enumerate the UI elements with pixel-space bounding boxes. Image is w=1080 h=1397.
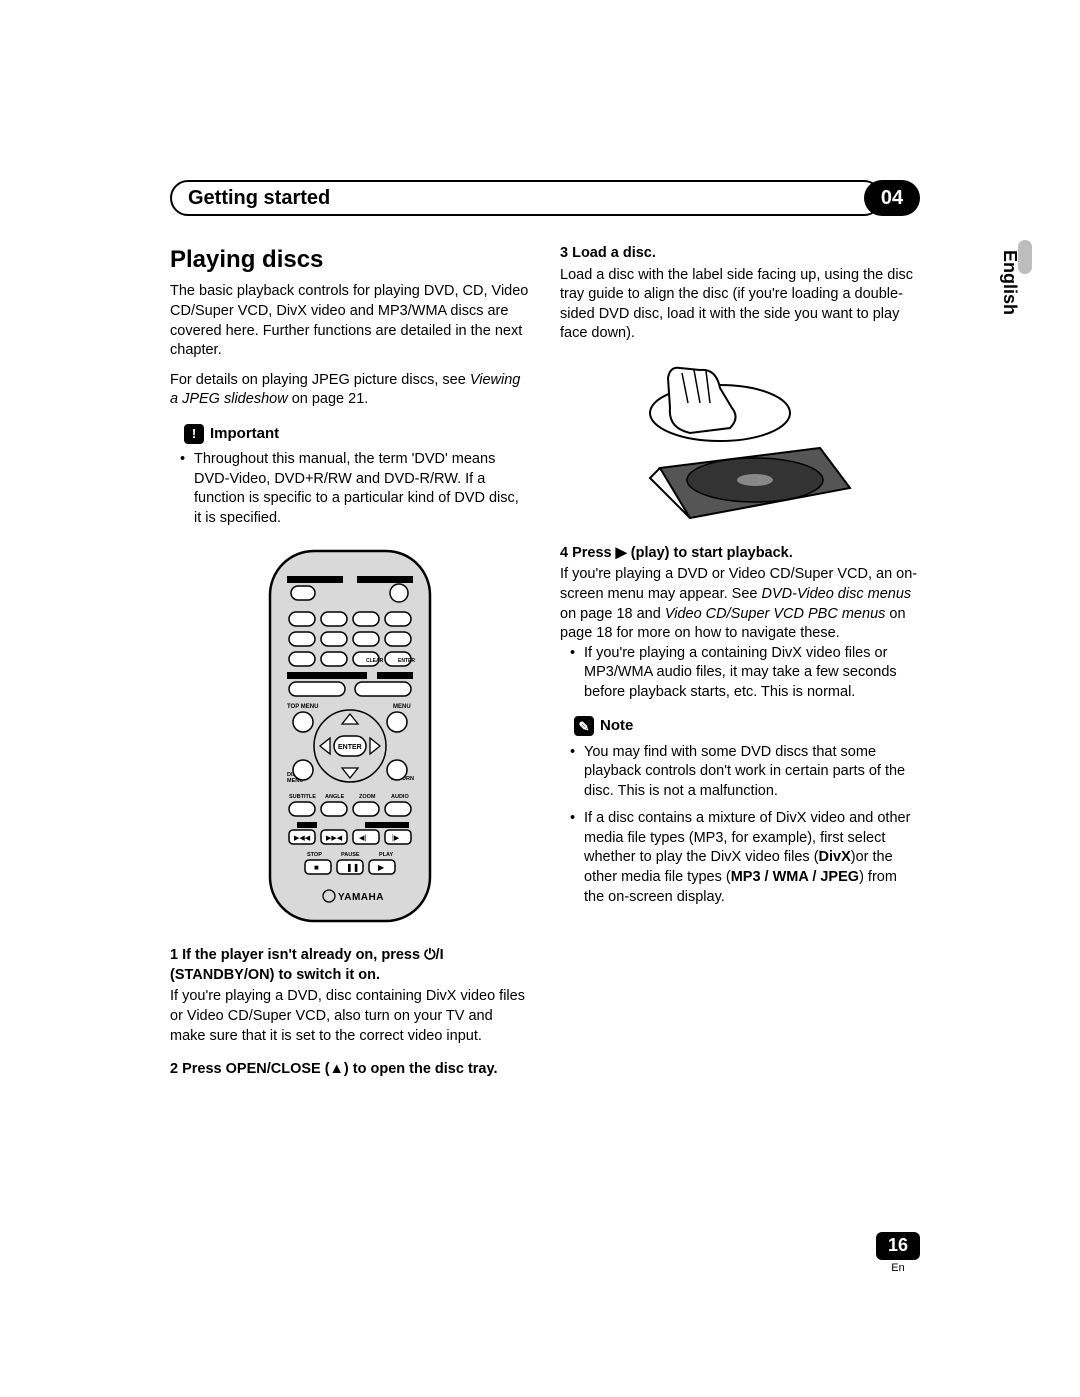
jpeg-suffix: on page 21. <box>288 391 369 407</box>
svg-text:◀|: ◀| <box>359 835 366 842</box>
step-2-head: 2 Press OPEN/CLOSE (▲) to open the disc … <box>170 1060 530 1080</box>
svg-text:STOP: STOP <box>307 852 322 858</box>
step-4-body: If you're playing a DVD or Video CD/Supe… <box>560 565 920 643</box>
remote-brand: YAMAHA <box>338 892 384 903</box>
chapter-title: Getting started <box>170 180 882 216</box>
svg-text:AUDIO: AUDIO <box>391 794 409 800</box>
svg-text:ANGLE: ANGLE <box>325 794 345 800</box>
svg-text:ZOOM: ZOOM <box>359 794 376 800</box>
jpeg-paragraph: For details on playing JPEG picture disc… <box>170 371 530 410</box>
note-callout: ✎ Note <box>574 716 920 736</box>
svg-text:■: ■ <box>314 863 319 872</box>
step-2: 2 Press OPEN/CLOSE (▲) to open the disc … <box>170 1060 530 1080</box>
disc-svg <box>620 358 860 528</box>
svg-text:▶◀◀: ▶◀◀ <box>294 835 311 842</box>
svg-text:ENTER: ENTER <box>398 658 415 664</box>
svg-text:SUBTITLE: SUBTITLE <box>289 794 316 800</box>
svg-text:CLEAR: CLEAR <box>366 658 384 664</box>
step-4-list: If you're playing a containing DivX vide… <box>560 644 920 703</box>
svg-text:▶▶◀: ▶▶◀ <box>326 835 343 842</box>
chapter-number: 04 <box>864 180 920 216</box>
left-column: Playing discs The basic playback control… <box>170 244 530 1094</box>
svg-text:|▶: |▶ <box>392 835 400 842</box>
remote-svg: CLEAR ENTER TOP MENU MENU ENTER <box>265 546 435 926</box>
svg-text:TOP MENU: TOP MENU <box>287 704 318 710</box>
disc-load-illustration <box>560 358 920 528</box>
section-title: Playing discs <box>170 244 530 276</box>
svg-text:MENU: MENU <box>393 704 411 710</box>
right-column: 3 Load a disc. Load a disc with the labe… <box>560 244 920 1094</box>
important-icon: ! <box>184 424 204 444</box>
step-4-head: 4 Press ▶ (play) to start playback. <box>560 544 920 564</box>
svg-text:❚❚: ❚❚ <box>346 863 359 872</box>
important-bullet: Throughout this manual, the term 'DVD' m… <box>194 450 530 528</box>
step-1-head: 1 If the player isn't already on, press … <box>170 946 530 985</box>
step-3: 3 Load a disc. Load a disc with the labe… <box>560 244 920 344</box>
remote-illustration: CLEAR ENTER TOP MENU MENU ENTER <box>170 546 530 926</box>
intro-paragraph: The basic playback controls for playing … <box>170 282 530 360</box>
content-columns: Playing discs The basic playback control… <box>170 244 920 1094</box>
step-1-body: If you're playing a DVD, disc containing… <box>170 987 530 1046</box>
svg-text:PLAY: PLAY <box>379 852 393 858</box>
note-bullet-2: If a disc contains a mixture of DivX vid… <box>584 809 920 907</box>
step-3-body: Load a disc with the label side facing u… <box>560 266 920 344</box>
step-4: 4 Press ▶ (play) to start playback. If y… <box>560 544 920 703</box>
page-number-box: 16 En <box>876 1232 920 1274</box>
note-icon: ✎ <box>574 716 594 736</box>
important-callout: ! Important <box>184 424 530 444</box>
language-tab-stub <box>1018 240 1032 274</box>
language-tab: English <box>999 250 1020 315</box>
manual-page: Getting started 04 English Playing discs… <box>170 180 920 1094</box>
jpeg-prefix: For details on playing JPEG picture disc… <box>170 372 470 388</box>
page-number: 16 <box>876 1232 920 1260</box>
important-list: Throughout this manual, the term 'DVD' m… <box>170 450 530 528</box>
page-lang: En <box>876 1262 920 1274</box>
note-bullet-1: You may find with some DVD discs that so… <box>584 743 920 802</box>
svg-text:PAUSE: PAUSE <box>341 852 360 858</box>
chapter-header: Getting started 04 <box>170 180 920 216</box>
step-1: 1 If the player isn't already on, press … <box>170 946 530 1046</box>
step-4-bullet: If you're playing a containing DivX vide… <box>584 644 920 703</box>
step-3-head: 3 Load a disc. <box>560 244 920 264</box>
important-label: Important <box>210 424 279 444</box>
note-list: You may find with some DVD discs that so… <box>560 743 920 908</box>
svg-text:ENTER: ENTER <box>338 744 362 751</box>
note-label: Note <box>600 716 633 736</box>
svg-text:▶: ▶ <box>378 863 385 872</box>
